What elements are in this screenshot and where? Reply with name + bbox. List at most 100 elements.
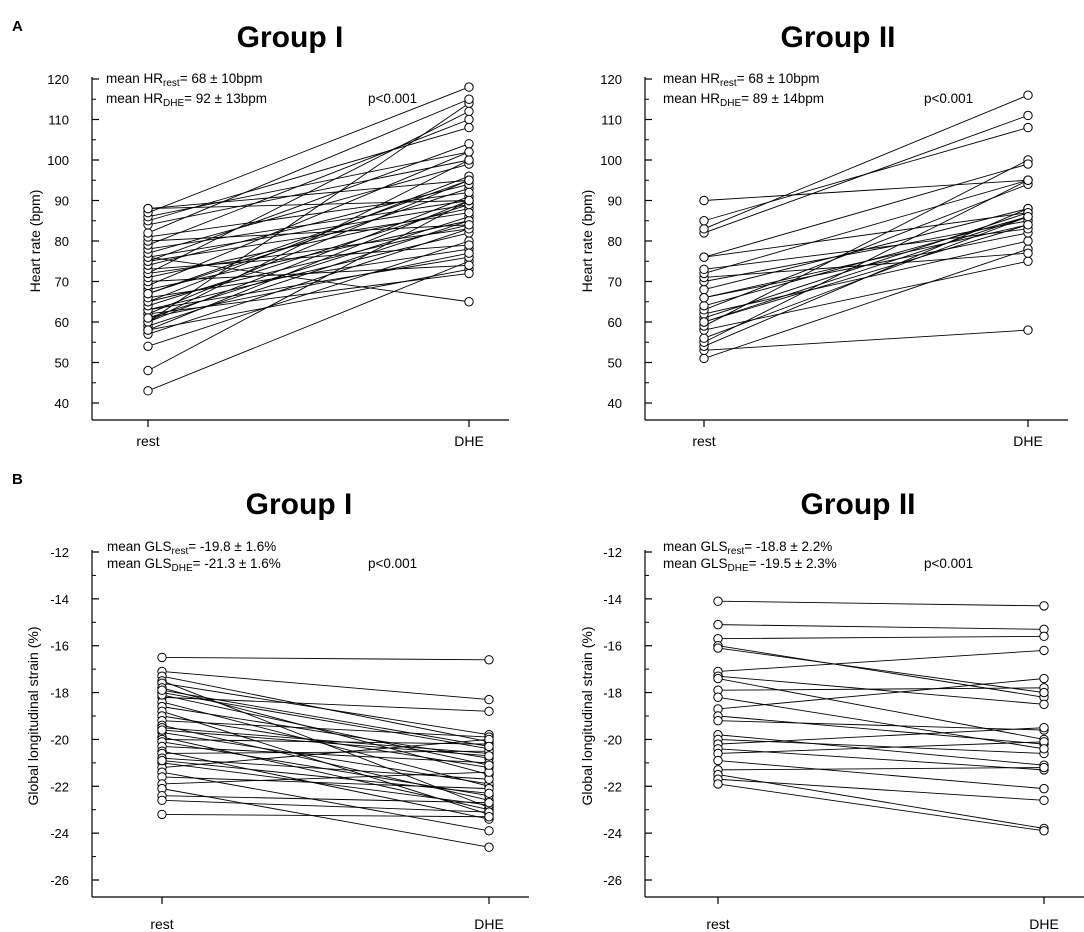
stats-annotation: mean GLSDHE= -19.5 ± 2.3% bbox=[663, 556, 837, 574]
subject-line bbox=[147, 151, 470, 286]
rest-point bbox=[713, 673, 723, 684]
x-tick-label: DHE bbox=[1013, 433, 1043, 449]
y-tick-label: 110 bbox=[48, 113, 69, 128]
subject-line bbox=[703, 159, 1029, 327]
y-tick-label: 80 bbox=[55, 234, 69, 249]
subject-line bbox=[147, 179, 470, 315]
y-tick-label: -24 bbox=[50, 826, 69, 841]
series-lines bbox=[161, 656, 490, 848]
rest-point bbox=[699, 264, 709, 275]
stats-annotation: mean HRrest= 68 ± 10bpm bbox=[663, 71, 820, 89]
subject-line bbox=[161, 757, 490, 780]
subject-line bbox=[717, 727, 1045, 745]
subject-line bbox=[161, 729, 490, 757]
subject-line bbox=[147, 119, 470, 246]
subject-line bbox=[147, 264, 470, 282]
stats-subscript: rest bbox=[163, 78, 180, 89]
subject-line bbox=[147, 224, 470, 303]
dhe-point bbox=[464, 207, 474, 218]
dhe-point bbox=[484, 760, 494, 770]
subject-line bbox=[717, 600, 1045, 607]
subject-line bbox=[717, 647, 1045, 694]
rest-point bbox=[157, 755, 167, 766]
rest-point bbox=[699, 284, 709, 295]
dhe-point bbox=[484, 842, 494, 852]
subject-line bbox=[703, 127, 1029, 222]
stats-subscript: DHE bbox=[728, 563, 749, 574]
stats-value: = 68 ± 10bpm bbox=[737, 71, 820, 86]
subject-line bbox=[717, 748, 1045, 771]
dhe-point bbox=[464, 187, 474, 198]
rest-point bbox=[699, 333, 709, 343]
series-markers bbox=[713, 596, 1049, 836]
rest-point bbox=[713, 779, 723, 789]
dhe-point bbox=[1023, 256, 1033, 266]
y-tick-label: -20 bbox=[50, 732, 69, 747]
dhe-point bbox=[464, 297, 474, 307]
stats-prefix: mean GLS bbox=[107, 556, 172, 571]
subject-line bbox=[147, 143, 470, 262]
dhe-point bbox=[464, 195, 474, 206]
y-tick-label: 60 bbox=[55, 315, 69, 330]
subject-line bbox=[147, 228, 470, 274]
dhe-point bbox=[464, 220, 474, 230]
dhe-point bbox=[1039, 699, 1049, 709]
y-tick-label: -14 bbox=[50, 592, 69, 607]
stats-subscript: DHE bbox=[172, 563, 193, 574]
stats-subscript: rest bbox=[172, 546, 189, 557]
subject-line bbox=[717, 649, 1045, 672]
panel-label: A bbox=[12, 18, 23, 35]
stats-subscript: DHE bbox=[720, 98, 741, 109]
dhe-point bbox=[1023, 236, 1033, 246]
dhe-point bbox=[484, 694, 494, 705]
subject-line bbox=[147, 86, 470, 214]
subject-line bbox=[147, 175, 470, 303]
subject-line bbox=[161, 694, 490, 766]
chart-panel-1: A Group I 40 50 60 70 80 90 100 110 120 rest DHE Hear… bbox=[12, 18, 509, 449]
subject-line bbox=[147, 256, 470, 303]
subject-line bbox=[717, 678, 1045, 710]
rest-point bbox=[143, 365, 153, 376]
subject-line bbox=[161, 795, 490, 804]
subject-line bbox=[703, 252, 1029, 278]
dhe-point bbox=[1039, 601, 1049, 611]
x-tick-label: rest bbox=[136, 433, 159, 449]
rest-point bbox=[699, 317, 709, 327]
subject-line bbox=[147, 232, 470, 311]
subject-line bbox=[161, 776, 490, 790]
y-tick-label: -24 bbox=[603, 826, 622, 841]
rest-point bbox=[157, 652, 167, 663]
subject-line bbox=[717, 635, 1045, 640]
y-tick-label: 90 bbox=[55, 194, 69, 209]
stats-subscript: rest bbox=[720, 78, 737, 89]
stats-prefix: mean HR bbox=[106, 71, 163, 86]
y-tick-label: -12 bbox=[603, 545, 622, 560]
dhe-point bbox=[464, 82, 474, 92]
dhe-point bbox=[464, 248, 474, 258]
chart-title: Group II bbox=[801, 488, 916, 521]
chart-title: Group I bbox=[237, 21, 344, 54]
x-tick-label: rest bbox=[150, 916, 173, 932]
x-tick-label: DHE bbox=[1029, 916, 1059, 932]
subject-line bbox=[147, 191, 470, 238]
subject-line bbox=[147, 268, 470, 331]
y-tick-label: 70 bbox=[608, 275, 622, 290]
dhe-point bbox=[1039, 645, 1049, 656]
dhe-point bbox=[1023, 212, 1033, 222]
subject-line bbox=[703, 240, 1029, 315]
dhe-point bbox=[1039, 783, 1049, 794]
series-markers bbox=[143, 82, 474, 396]
stats-prefix: mean HR bbox=[663, 91, 720, 106]
subject-line bbox=[147, 127, 470, 222]
x-tick-label: DHE bbox=[474, 916, 504, 932]
series-lines bbox=[703, 94, 1029, 359]
stats-prefix: mean GLS bbox=[107, 539, 172, 554]
subject-line bbox=[703, 329, 1029, 351]
dhe-point bbox=[1039, 762, 1049, 773]
subject-line bbox=[717, 783, 1045, 832]
stats-annotation: mean HRDHE= 92 ± 13bpm bbox=[106, 91, 267, 109]
subject-line bbox=[147, 98, 470, 234]
stats-annotation: mean GLSrest= -19.8 ± 1.6% bbox=[107, 539, 276, 557]
rest-point bbox=[143, 228, 153, 238]
